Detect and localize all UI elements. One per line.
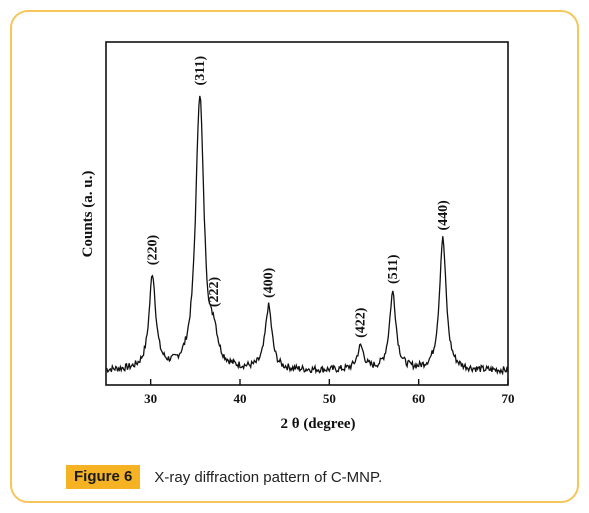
x-axis-label: 2 θ (degree) xyxy=(280,416,355,432)
x-ticks: 30 40 50 60 70 xyxy=(144,379,515,406)
x-tick-label: 40 xyxy=(234,391,247,406)
x-tick-label: 70 xyxy=(502,391,515,406)
peak-label: (222) xyxy=(207,276,222,307)
xrd-trace xyxy=(105,95,509,376)
figure-caption: Figure 6 X-ray diffraction pattern of C-… xyxy=(66,464,382,490)
peak-labels: (220) (311) (222) (400) (422) (511) (440) xyxy=(145,56,450,338)
peak-label: (400) xyxy=(262,267,277,298)
caption-text: X-ray diffraction pattern of C-MNP. xyxy=(154,468,383,486)
peak-label: (422) xyxy=(354,307,369,338)
y-axis-label: Counts (a. u.) xyxy=(80,171,96,258)
peak-label: (311) xyxy=(193,56,208,86)
peak-label: (220) xyxy=(145,235,160,266)
peak-label: (511) xyxy=(386,254,401,284)
x-tick-label: 50 xyxy=(323,391,336,406)
plot-frame xyxy=(105,41,509,386)
peak-label: (440) xyxy=(436,200,451,231)
x-tick-label: 60 xyxy=(412,391,425,406)
x-tick-label: 30 xyxy=(144,391,157,406)
figure-label: Figure 6 xyxy=(66,465,141,489)
figure-card xyxy=(10,10,579,503)
